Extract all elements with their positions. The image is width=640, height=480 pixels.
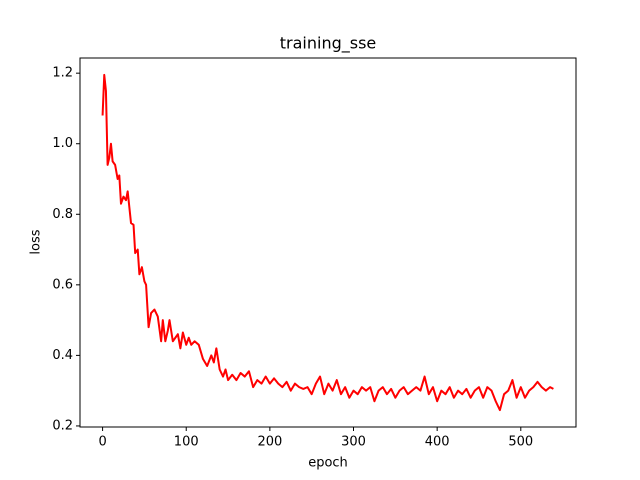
chart-title: training_sse bbox=[280, 34, 377, 54]
y-tick-label: 0.6 bbox=[52, 277, 73, 292]
y-tick-label: 0.4 bbox=[52, 348, 73, 363]
y-tick-label: 0.2 bbox=[52, 418, 73, 433]
x-tick-label: 500 bbox=[508, 435, 533, 450]
x-tick-label: 200 bbox=[257, 435, 282, 450]
data-line bbox=[101, 73, 554, 412]
x-axis-label: epoch bbox=[308, 456, 348, 471]
x-tick-label: 300 bbox=[341, 435, 366, 450]
plot-frame bbox=[79, 57, 577, 428]
x-tick-label: 0 bbox=[98, 435, 106, 450]
x-tick-label: 100 bbox=[174, 435, 199, 450]
y-tick-label: 1.2 bbox=[52, 66, 73, 81]
y-axis-label: loss bbox=[29, 229, 44, 254]
x-tick-label: 400 bbox=[425, 435, 450, 450]
y-tick-label: 1.0 bbox=[52, 136, 73, 151]
y-tick-label: 0.8 bbox=[52, 207, 73, 222]
